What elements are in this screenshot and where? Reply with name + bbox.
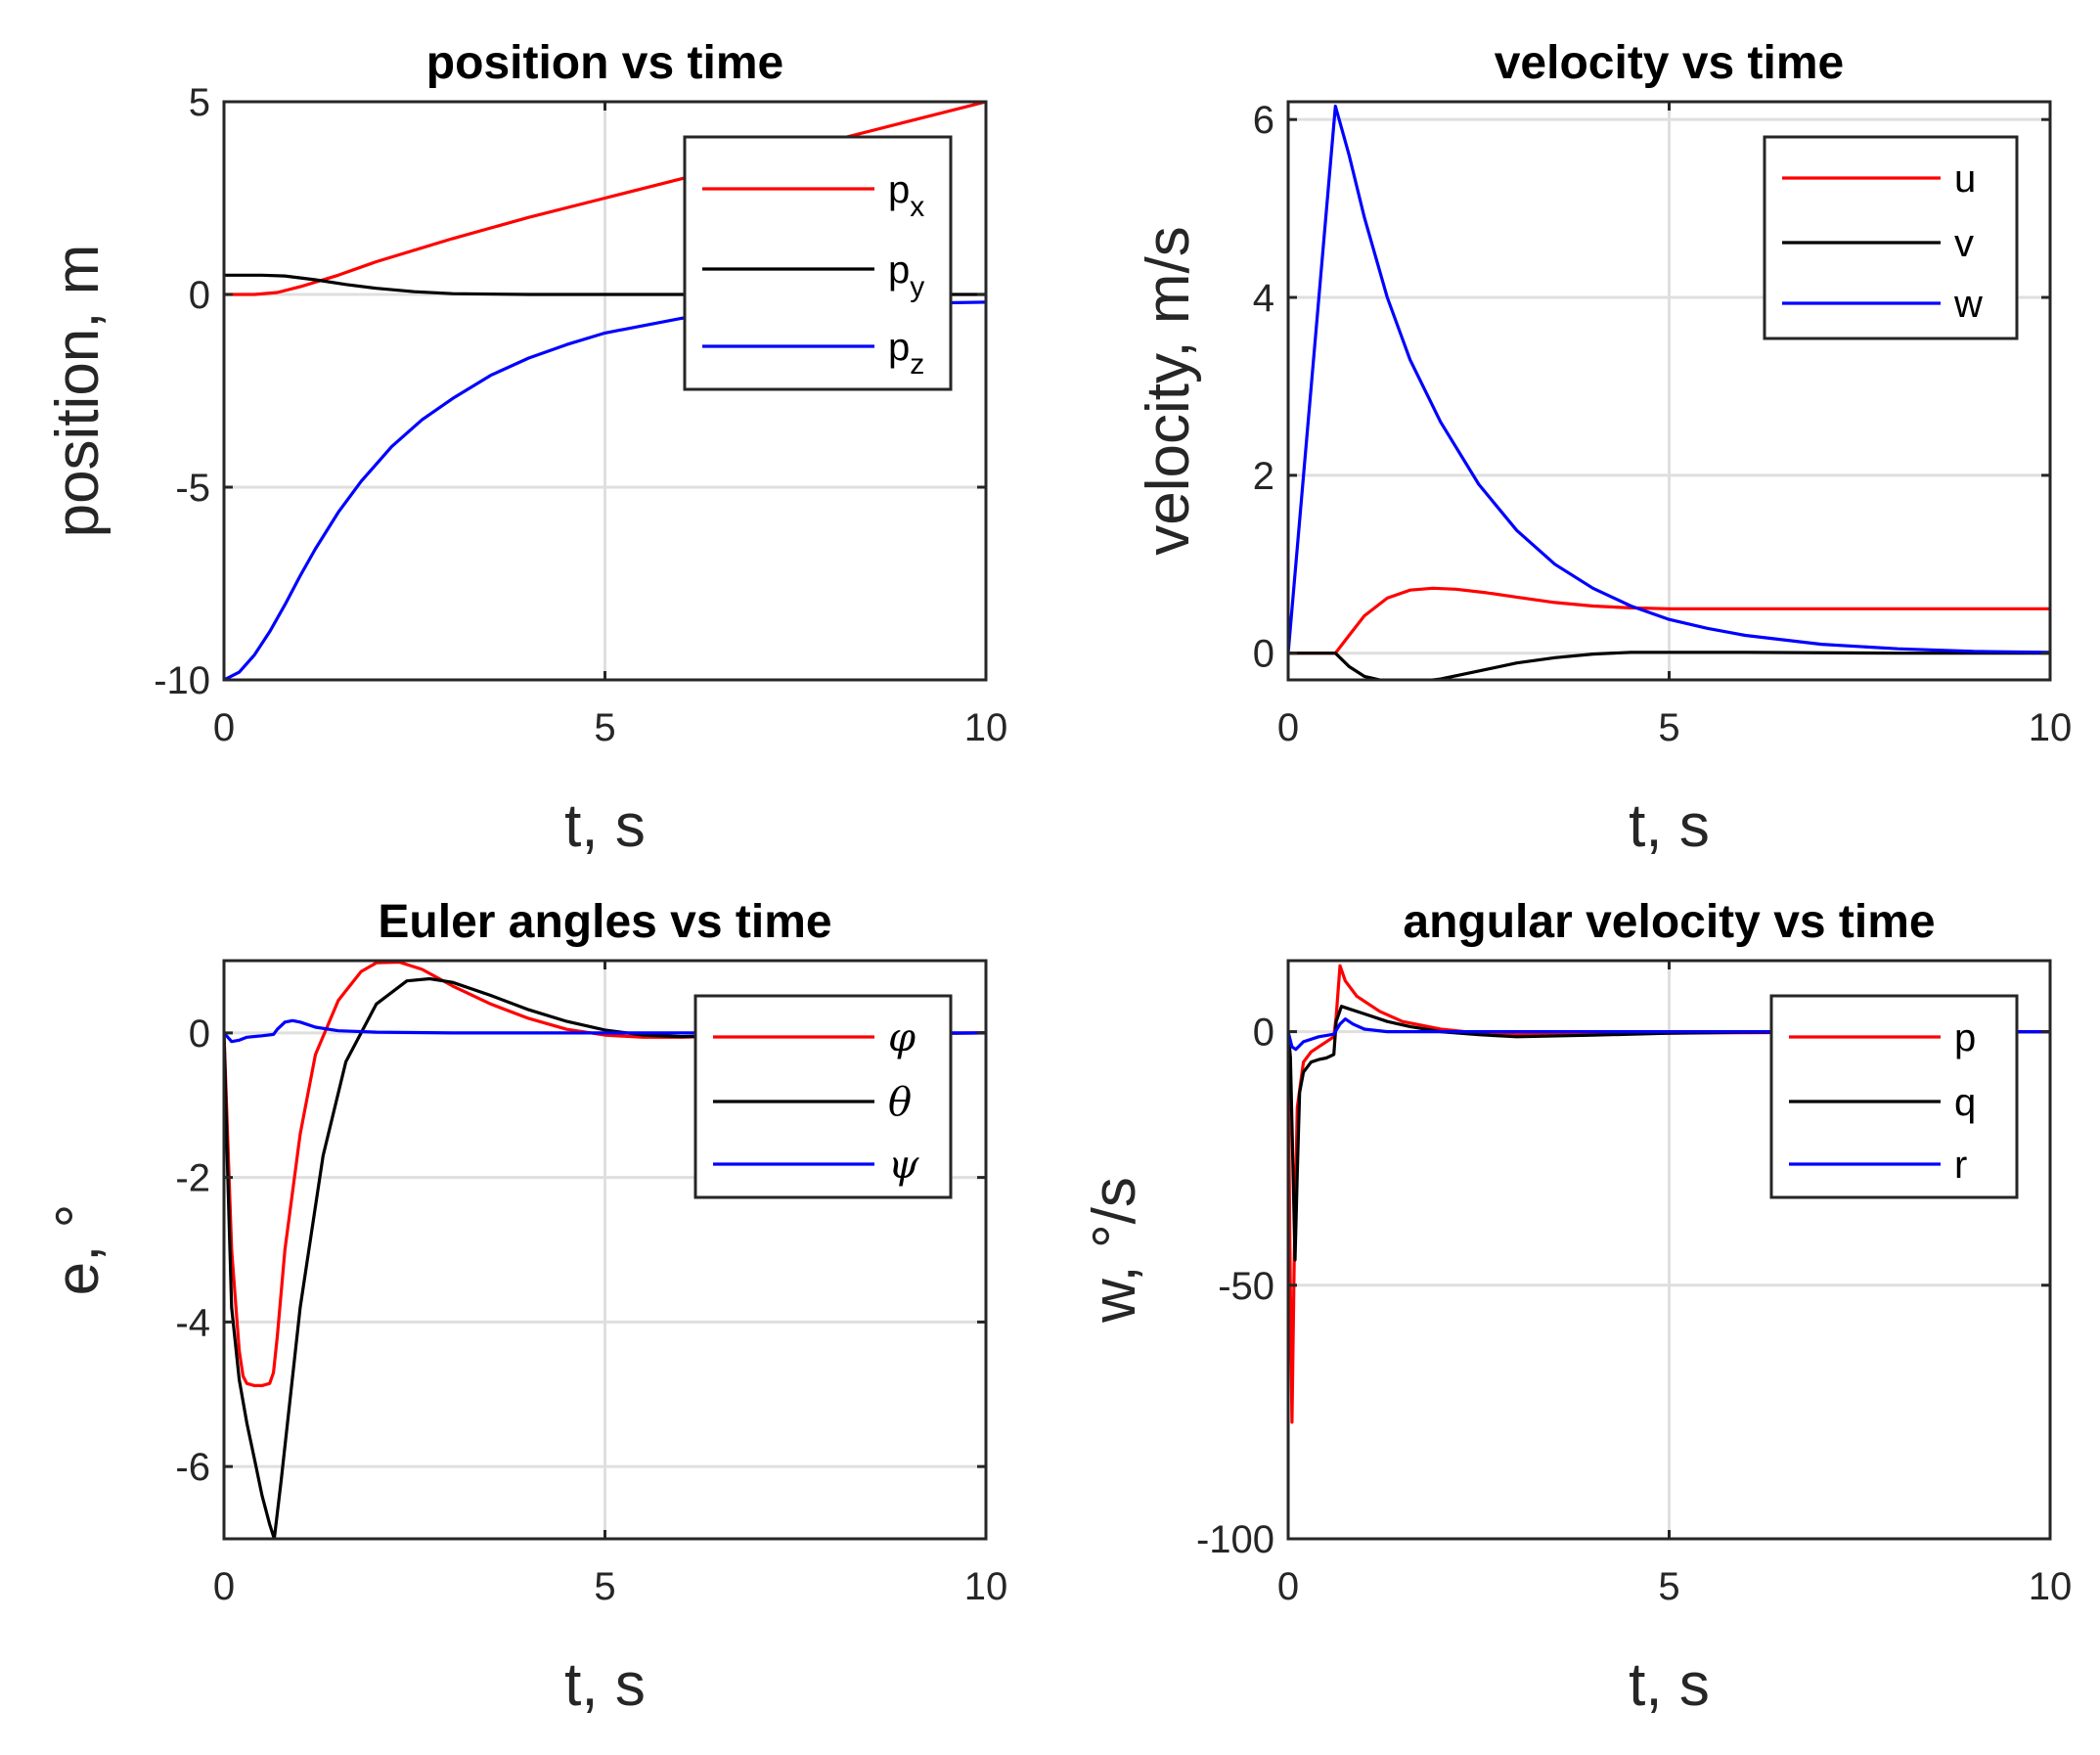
chart-3: 0 5 10 -6 -4 -2 0 Euler angles vs time t, s e, ° φ… [44, 896, 1007, 1719]
x-tick-label: 5 [594, 706, 615, 749]
legend-label: w [1953, 283, 1983, 326]
legend-label: θ [888, 1080, 912, 1125]
y-tick-label: 5 [189, 81, 210, 124]
y-tick-label: -10 [154, 659, 210, 702]
legend-label: u [1954, 158, 1976, 201]
series-line--3 [224, 1018, 986, 1044]
legend-subscript: y [910, 271, 924, 303]
y-tick-label: 0 [189, 274, 210, 317]
x-tick-label: 10 [964, 1565, 1008, 1608]
x-axis-label: t, s [564, 792, 646, 860]
legend-subscript: z [910, 348, 924, 381]
y-tick-label: -4 [175, 1301, 210, 1344]
legend-label: p [1954, 1016, 1976, 1059]
x-tick-label: 10 [2029, 1565, 2073, 1608]
legend: uvw [1763, 135, 2019, 340]
x-tick-label: 5 [594, 1565, 615, 1608]
y-axis-label: w, °/s [1081, 1177, 1148, 1324]
x-tick-label: 0 [1277, 1565, 1299, 1608]
chart-title: position vs time [426, 37, 783, 89]
y-tick-label: -50 [1218, 1265, 1274, 1308]
x-tick-label: 10 [2029, 706, 2073, 749]
legend-box [1769, 994, 2019, 1199]
legend: φθψ [693, 994, 953, 1199]
chart-1: 0 5 10 -10 -5 0 5 position vs time t, s position,… [44, 37, 1007, 860]
x-axis-label: t, s [1629, 792, 1710, 860]
series-line-q-2 [1288, 1005, 2050, 1262]
legend-label: r [1954, 1144, 1967, 1187]
x-tick-label: 10 [964, 706, 1008, 749]
chart-title: velocity vs time [1495, 37, 1845, 89]
legend-box [1763, 135, 2019, 340]
chart-2: 0 5 10 0 2 4 6 velocity vs time t, s velocity, m/… [1135, 37, 2072, 860]
chart-4: 0 5 10 -100 -50 0 angular velocity vs time t, s… [1081, 896, 2072, 1719]
y-axis-label: velocity, m/s [1135, 226, 1202, 555]
legend-label: q [1954, 1081, 1976, 1124]
series-line--1 [224, 961, 986, 1388]
y-tick-label: -5 [175, 467, 210, 510]
x-tick-label: 5 [1658, 706, 1679, 749]
y-tick-label: 2 [1253, 455, 1274, 498]
x-axis-label: t, s [1629, 1651, 1710, 1719]
legend-label: ψ [888, 1143, 919, 1188]
legend-subscript: x [910, 191, 924, 223]
y-axis-label: e, ° [44, 1204, 112, 1296]
x-axis-label: t, s [564, 1651, 646, 1719]
chart-title: angular velocity vs time [1403, 896, 1935, 948]
chart-title: Euler angles vs time [378, 896, 831, 948]
legend: pqr [1769, 994, 2019, 1199]
y-tick-label: 6 [1253, 99, 1274, 142]
y-tick-label: -6 [175, 1446, 210, 1489]
y-tick-label: 4 [1253, 277, 1274, 320]
series-line-w-3 [1288, 104, 2050, 655]
x-tick-label: 5 [1658, 1565, 1679, 1608]
series-line-r-3 [1288, 1016, 2050, 1052]
legend-label: v [1954, 222, 1974, 265]
y-tick-label: -100 [1196, 1518, 1274, 1561]
legend-label: φ [888, 1015, 916, 1060]
x-tick-label: 0 [1277, 706, 1299, 749]
y-tick-label: 0 [1253, 633, 1274, 676]
x-tick-label: 0 [213, 706, 235, 749]
y-tick-label: -2 [175, 1157, 210, 1200]
y-tick-label: 0 [1253, 1012, 1274, 1055]
y-axis-label: position, m [44, 245, 112, 538]
y-tick-label: 0 [189, 1012, 210, 1056]
x-tick-label: 0 [213, 1565, 235, 1608]
series-line-u-1 [1288, 586, 2050, 655]
series-line-v-2 [1288, 651, 2050, 680]
